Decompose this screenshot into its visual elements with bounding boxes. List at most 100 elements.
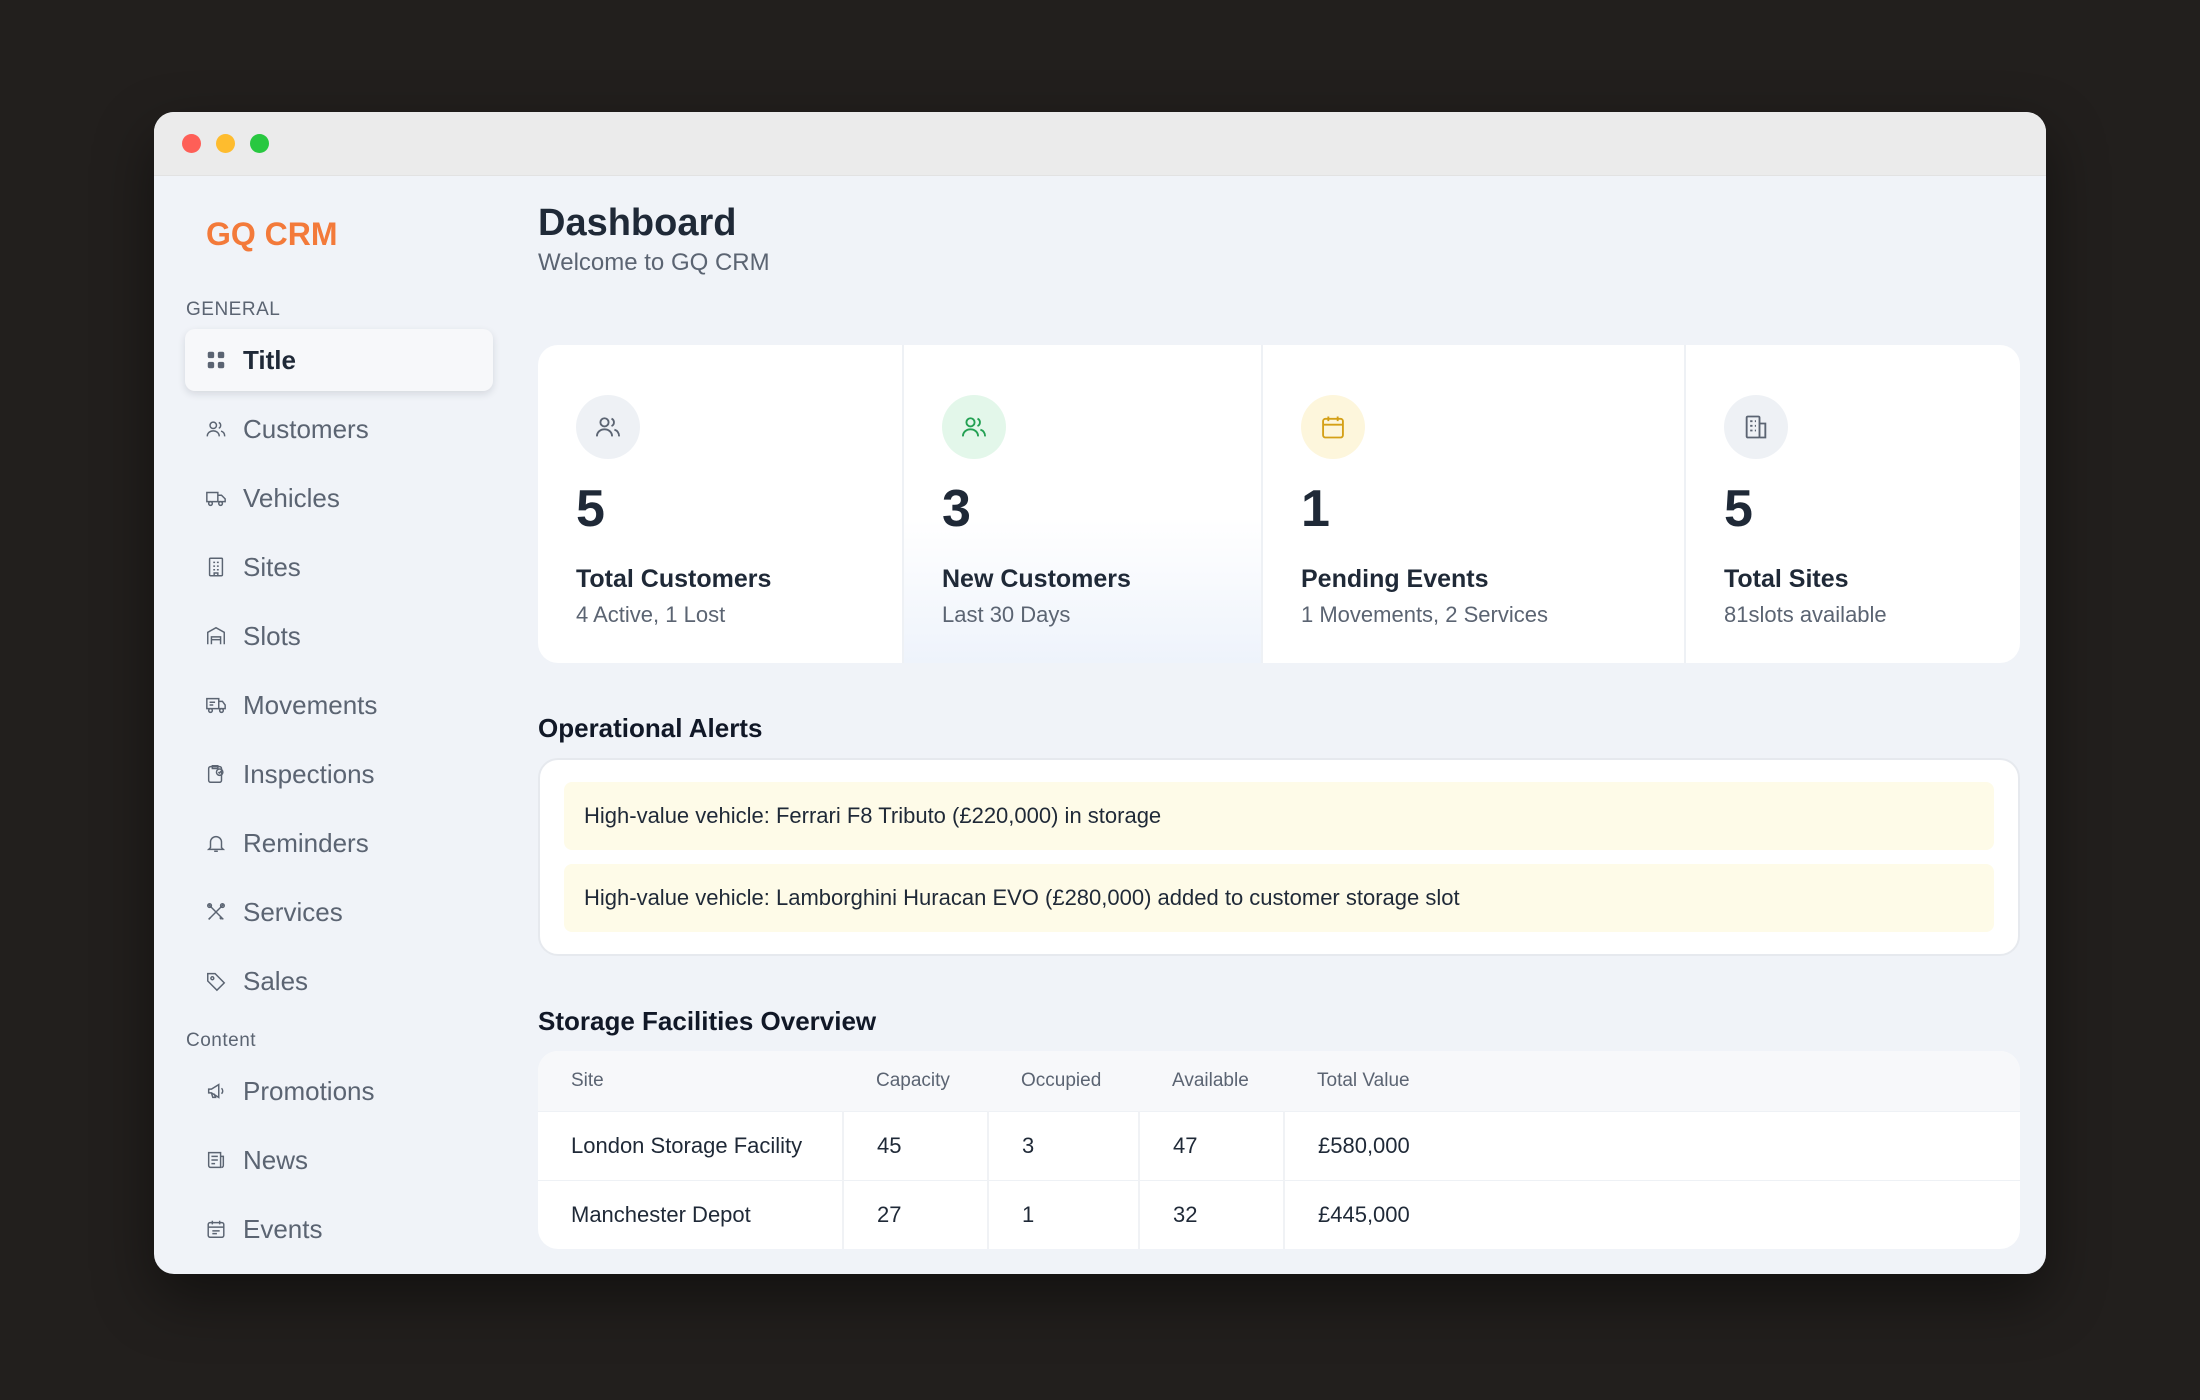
building-icon (208, 557, 224, 577)
cell-total-value: £580,000 (1283, 1110, 2020, 1180)
alert-item[interactable]: High-value vehicle: Ferrari F8 Tributo (… (564, 782, 1994, 850)
stat-icon-wrap (1301, 395, 1365, 459)
sidebar-item-services[interactable]: Services (185, 881, 493, 943)
sidebar-item-label: Sales (243, 965, 309, 996)
column-header-available[interactable]: Available (1172, 1069, 1249, 1091)
bell-icon (206, 835, 226, 852)
sidebar-item-reminders[interactable]: Reminders (185, 812, 493, 874)
cell-site: Manchester Depot (538, 1179, 843, 1249)
stat-label: Total Sites (1724, 565, 1849, 593)
stat-value: 5 (1724, 480, 1753, 538)
window-titlebar (154, 112, 2046, 176)
truck-icon (206, 491, 226, 507)
sidebar-item-events[interactable]: Events (185, 1198, 493, 1260)
tools-icon (207, 903, 225, 920)
users-icon (206, 421, 226, 437)
moving-truck-icon (206, 697, 226, 714)
table-row[interactable]: London Storage Facility 45 3 47 £580,000 (538, 1110, 2020, 1180)
minimize-window-button[interactable] (216, 134, 235, 153)
stat-subtext: Last 30 Days (942, 602, 1071, 627)
close-window-button[interactable] (182, 134, 201, 153)
alert-item[interactable]: High-value vehicle: Lamborghini Huracan … (564, 864, 1994, 932)
sidebar-item-label: Slots (243, 620, 301, 651)
grid-icon (207, 351, 225, 369)
zoom-window-button[interactable] (250, 134, 269, 153)
stats-panel: 5 Total Customers 4 Active, 1 Lost 3 New… (538, 345, 2020, 663)
content-nav: Promotions News Events (185, 1060, 538, 1260)
cell-site: London Storage Facility (538, 1110, 843, 1180)
users-icon (595, 417, 621, 437)
sidebar-item-label: Movements (243, 689, 378, 720)
building-icon (1745, 415, 1767, 439)
storage-heading: Storage Facilities Overview (538, 1006, 877, 1036)
sidebar-item-label: Services (243, 896, 343, 927)
stat-card-total-customers[interactable]: 5 Total Customers 4 Active, 1 Lost (538, 345, 904, 663)
sidebar-section-content: Content (186, 1030, 257, 1051)
sidebar-item-news[interactable]: News (185, 1129, 493, 1191)
main-content: Dashboard Welcome to GQ CRM 5 Total Cust… (538, 176, 2046, 1274)
sidebar-item-customers[interactable]: Customers (185, 398, 493, 460)
stat-card-total-sites[interactable]: 5 Total Sites 81slots available (1686, 345, 2020, 663)
stat-icon-wrap (1724, 395, 1788, 459)
sidebar-item-slots[interactable]: Slots (185, 605, 493, 667)
stat-subtext: 1 Movements, 2 Services (1301, 602, 1548, 627)
stat-subtext: 81slots available (1724, 602, 1887, 627)
cell-total-value: £445,000 (1283, 1179, 2020, 1249)
stat-label: Pending Events (1301, 565, 1489, 593)
column-header-capacity[interactable]: Capacity (876, 1069, 950, 1091)
sidebar-item-label: Promotions (243, 1075, 375, 1106)
sidebar-item-title[interactable]: Title (185, 329, 493, 391)
calendar-icon (207, 1220, 225, 1238)
sidebar-item-label: Title (243, 344, 296, 375)
brand-logo[interactable]: GQ CRM (206, 216, 338, 252)
cell-available: 32 (1138, 1179, 1284, 1249)
cell-occupied: 1 (987, 1179, 1139, 1249)
app-window: GQ CRM GENERAL Title Customers Vehicles (154, 112, 2046, 1274)
garage-icon (207, 626, 225, 645)
cell-occupied: 3 (987, 1110, 1139, 1180)
column-header-occupied[interactable]: Occupied (1021, 1069, 1102, 1091)
sidebar-item-label: Customers (243, 413, 369, 444)
column-header-total-value[interactable]: Total Value (1317, 1069, 1410, 1091)
sidebar-item-label: Vehicles (243, 482, 340, 513)
sidebar-item-label: News (243, 1144, 309, 1175)
stat-card-pending-events[interactable]: 1 Pending Events 1 Movements, 2 Services (1263, 345, 1686, 663)
megaphone-icon (207, 1083, 224, 1099)
stat-card-new-customers[interactable]: 3 New Customers Last 30 Days (904, 345, 1263, 663)
alerts-panel: High-value vehicle: Ferrari F8 Tributo (… (538, 758, 2020, 956)
sidebar-item-inspections[interactable]: Inspections (185, 743, 493, 805)
page-subtitle: Welcome to GQ CRM (538, 249, 770, 276)
clipboard-check-icon (207, 765, 224, 783)
sidebar: GQ CRM GENERAL Title Customers Vehicles (154, 176, 538, 1274)
sidebar-item-sales[interactable]: Sales (185, 950, 493, 1012)
sidebar-item-label: Inspections (243, 758, 375, 789)
stat-subtext: 4 Active, 1 Lost (576, 602, 726, 627)
sidebar-item-movements[interactable]: Movements (185, 674, 493, 736)
column-header-site[interactable]: Site (571, 1069, 604, 1091)
tag-icon (207, 972, 226, 992)
users-icon (961, 417, 987, 437)
stat-value: 3 (942, 480, 971, 538)
table-header-row: Site Capacity Occupied Available Total V… (538, 1051, 2020, 1111)
cell-capacity: 27 (842, 1179, 988, 1249)
alerts-heading: Operational Alerts (538, 713, 763, 743)
stat-icon-wrap (942, 395, 1006, 459)
cell-capacity: 45 (842, 1110, 988, 1180)
sidebar-item-label: Reminders (243, 827, 369, 858)
newspaper-icon (207, 1151, 225, 1169)
sidebar-item-label: Events (243, 1213, 323, 1244)
sidebar-item-label: Sites (243, 551, 301, 582)
sidebar-item-sites[interactable]: Sites (185, 536, 493, 598)
stat-value: 5 (576, 480, 605, 538)
sidebar-item-vehicles[interactable]: Vehicles (185, 467, 493, 529)
stat-label: New Customers (942, 565, 1131, 593)
general-nav: Title Customers Vehicles Sites Slots (185, 329, 538, 1012)
stat-value: 1 (1301, 480, 1330, 538)
stat-label: Total Customers (576, 565, 772, 593)
stat-icon-wrap (576, 395, 640, 459)
storage-table: Site Capacity Occupied Available Total V… (538, 1051, 2020, 1249)
table-row[interactable]: Manchester Depot 27 1 32 £445,000 (538, 1179, 2020, 1249)
calendar-icon (1322, 416, 1344, 439)
cell-available: 47 (1138, 1110, 1284, 1180)
sidebar-item-promotions[interactable]: Promotions (185, 1060, 493, 1122)
